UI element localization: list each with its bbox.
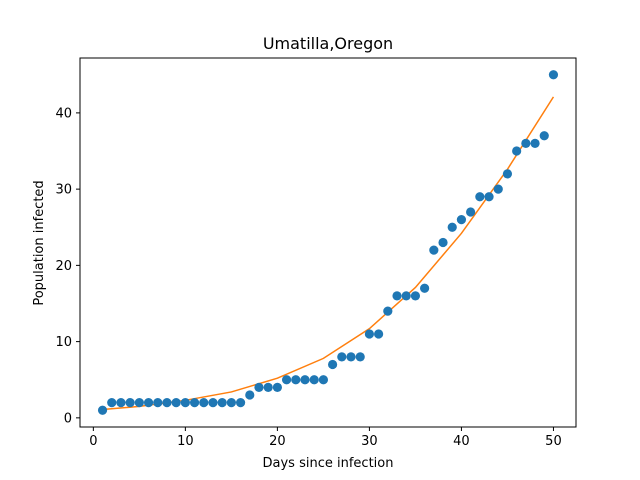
data-point bbox=[466, 207, 476, 217]
data-point bbox=[355, 352, 365, 362]
data-point bbox=[337, 352, 347, 362]
data-point bbox=[281, 375, 292, 385]
data-point bbox=[548, 70, 559, 80]
data-point bbox=[272, 382, 282, 392]
data-point bbox=[493, 184, 503, 194]
data-point bbox=[502, 169, 513, 179]
data-point bbox=[328, 359, 338, 370]
data-point bbox=[392, 291, 402, 301]
data-point bbox=[530, 138, 540, 148]
data-point bbox=[447, 222, 457, 232]
x-tick-label: 40 bbox=[453, 434, 470, 449]
data-point bbox=[217, 398, 227, 408]
data-point bbox=[171, 398, 181, 408]
y-axis-label: Population infected bbox=[32, 180, 47, 305]
x-tick-label: 10 bbox=[177, 434, 194, 449]
data-point bbox=[300, 375, 310, 385]
data-point bbox=[226, 398, 236, 408]
y-axis: 0 10 20 30 40 bbox=[55, 106, 80, 426]
data-point bbox=[291, 375, 301, 385]
data-point bbox=[364, 329, 375, 339]
data-point bbox=[134, 398, 144, 408]
x-tick-label: 30 bbox=[361, 434, 378, 449]
data-point bbox=[438, 237, 448, 248]
data-point bbox=[254, 382, 264, 392]
data-point bbox=[162, 398, 172, 408]
chart-title: Umatilla,Oregon bbox=[263, 34, 393, 53]
data-point bbox=[125, 398, 135, 408]
y-tick-label: 30 bbox=[55, 183, 72, 198]
data-point bbox=[456, 215, 467, 225]
x-tick-label: 50 bbox=[545, 434, 562, 449]
data-point bbox=[410, 291, 421, 301]
data-point bbox=[245, 390, 255, 400]
data-point bbox=[143, 398, 154, 408]
data-point bbox=[346, 352, 356, 362]
x-axis-label: Days since infection bbox=[263, 456, 394, 471]
x-tick-label: 0 bbox=[89, 434, 97, 449]
data-point bbox=[208, 398, 218, 408]
data-point bbox=[235, 398, 246, 408]
data-point bbox=[429, 245, 439, 255]
data-point bbox=[484, 192, 494, 202]
data-point bbox=[116, 398, 126, 408]
x-axis: 0 10 20 30 40 50 bbox=[89, 427, 562, 449]
y-tick-label: 10 bbox=[55, 335, 72, 350]
data-point bbox=[153, 398, 163, 408]
data-point bbox=[512, 146, 522, 156]
data-point bbox=[263, 382, 273, 392]
y-tick-label: 20 bbox=[55, 259, 72, 274]
axes-frame bbox=[79, 57, 577, 428]
data-point bbox=[401, 291, 411, 301]
data-point bbox=[180, 398, 190, 408]
y-tick-label: 0 bbox=[64, 411, 72, 426]
data-point bbox=[383, 306, 393, 316]
data-point bbox=[189, 398, 200, 408]
data-point bbox=[107, 398, 117, 408]
data-point bbox=[475, 192, 485, 202]
data-point bbox=[420, 283, 430, 293]
data-point bbox=[521, 138, 531, 148]
data-point bbox=[374, 329, 384, 339]
y-tick-label: 40 bbox=[55, 106, 72, 121]
data-point bbox=[318, 375, 328, 385]
fit-line bbox=[102, 96, 555, 411]
data-point bbox=[309, 375, 319, 385]
data-point bbox=[199, 398, 209, 408]
data-point bbox=[97, 405, 108, 415]
plot-area bbox=[97, 70, 559, 415]
data-point bbox=[539, 131, 549, 141]
x-tick-label: 20 bbox=[269, 434, 286, 449]
